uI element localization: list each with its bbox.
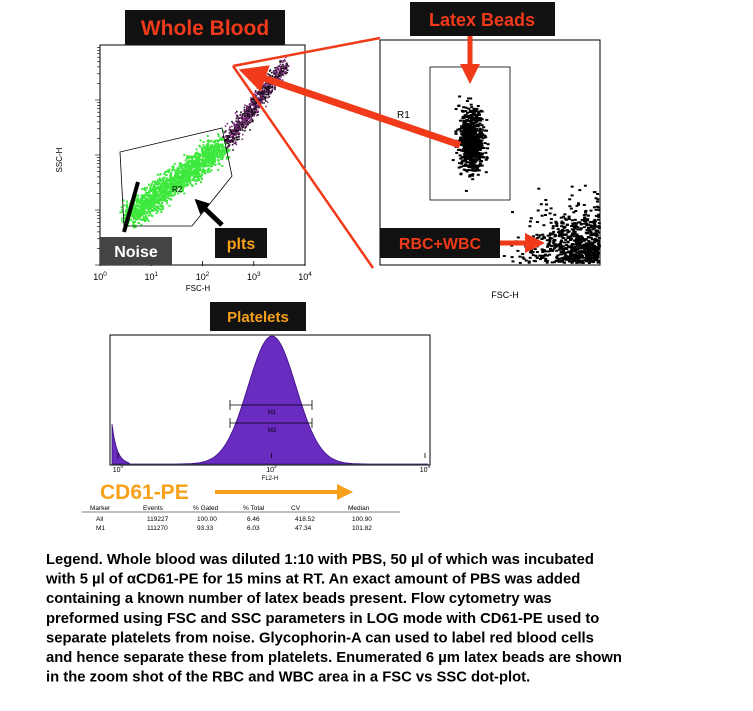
title-box bbox=[410, 2, 555, 36]
legend-line: separate platelets from noise. Glycophor… bbox=[46, 630, 594, 646]
table-header: Median bbox=[348, 505, 370, 512]
gate-label: R2 bbox=[172, 185, 183, 194]
table-cell: 6.46 bbox=[247, 516, 260, 523]
table-cell: 101.82 bbox=[352, 525, 372, 532]
plts-arrow bbox=[194, 198, 224, 227]
zoom-line bbox=[231, 65, 375, 269]
legend-line: preformed using FSC and SSC parameters i… bbox=[46, 611, 599, 627]
cells-box bbox=[380, 228, 500, 258]
y-axis-label: SSC-H bbox=[55, 147, 64, 172]
x-tick-label: 100 bbox=[93, 271, 107, 282]
table-header: % Total bbox=[243, 505, 265, 512]
table-cell: 47.34 bbox=[295, 525, 312, 532]
table-header: Events bbox=[143, 505, 164, 512]
table-header: CV bbox=[291, 505, 301, 512]
platelet-histogram: M1 M3 100 102 104 FL2-H Platelets CD61-PE bbox=[100, 302, 431, 504]
table-cell: 111270 bbox=[147, 525, 168, 532]
legend-line: and hence separate these from platelets.… bbox=[46, 650, 622, 666]
x-axis-label: FSC-H bbox=[186, 284, 211, 293]
panel-title: Platelets bbox=[227, 309, 289, 326]
noise-box bbox=[100, 237, 172, 265]
zoom-plot: R1 FSC-H Latex Beads RBC+WBC bbox=[379, 2, 601, 300]
zoom-line bbox=[232, 36, 381, 68]
table-cell: 6.03 bbox=[247, 525, 260, 532]
title-box bbox=[210, 302, 306, 331]
table-cell: All bbox=[96, 516, 104, 523]
figure-legend: Legend. Whole blood was diluted 1:10 wit… bbox=[45, 552, 622, 686]
zoom-arrow bbox=[238, 65, 462, 149]
x-axis-label: FL2-H bbox=[262, 476, 279, 482]
gate-label: R1 bbox=[397, 110, 410, 121]
gate-r2 bbox=[119, 127, 233, 227]
x-tick-label: 103 bbox=[247, 271, 261, 282]
x-tick-label: 102 bbox=[196, 271, 210, 282]
stain-label: CD61-PE bbox=[100, 481, 189, 504]
panel-title: Whole Blood bbox=[141, 17, 269, 40]
x-tick-label: 100 bbox=[113, 464, 124, 474]
dot-cloud bbox=[119, 56, 290, 229]
title-box bbox=[125, 10, 285, 45]
table-cell: M1 bbox=[96, 525, 105, 532]
table-cell: 100.90 bbox=[352, 516, 372, 523]
noise-arrow bbox=[122, 181, 140, 233]
x-ticks: 100 102 104 bbox=[113, 453, 431, 474]
marker-bars bbox=[229, 400, 313, 428]
panel-title: Latex Beads bbox=[429, 10, 535, 30]
plts-box bbox=[215, 228, 267, 258]
histogram-curve bbox=[111, 335, 428, 465]
legend-line: containing a known number of latex beads… bbox=[46, 591, 552, 607]
legend-line: in the zoom shot of the RBC and WBC area… bbox=[46, 670, 530, 686]
legend-line: with 5 µl of αCD61-PE for 15 mins at RT.… bbox=[45, 572, 580, 588]
x-tick-label: 104 bbox=[298, 271, 312, 282]
x-tick-label: 102 bbox=[266, 464, 277, 474]
x-axis-label: FSC-H bbox=[491, 290, 519, 300]
table-cell: 418.52 bbox=[295, 516, 315, 523]
legend-line: Legend. Whole blood was diluted 1:10 wit… bbox=[46, 552, 594, 568]
noise-label: Noise bbox=[114, 244, 158, 261]
whole-blood-plot: R2 SSC-H FSC-H 100 101 102 103 104 Whole Blo… bbox=[55, 10, 312, 293]
marker-label: M3 bbox=[268, 428, 277, 434]
stats-table: Marker Events % Gated % Total CV Median All 119… bbox=[82, 505, 400, 532]
marker-label: M1 bbox=[268, 410, 277, 416]
table-header: % Gated bbox=[193, 505, 219, 512]
table-cell: 93.33 bbox=[197, 525, 214, 532]
x-tick-label: 101 bbox=[144, 271, 158, 282]
x-tick-label: 104 bbox=[420, 464, 431, 474]
table-header: Marker bbox=[90, 505, 111, 512]
table-cell: 100.00 bbox=[197, 516, 217, 523]
table-cell: 119227 bbox=[147, 516, 169, 523]
cells-label: RBC+WBC bbox=[399, 236, 482, 253]
plts-label: plts bbox=[227, 236, 256, 253]
